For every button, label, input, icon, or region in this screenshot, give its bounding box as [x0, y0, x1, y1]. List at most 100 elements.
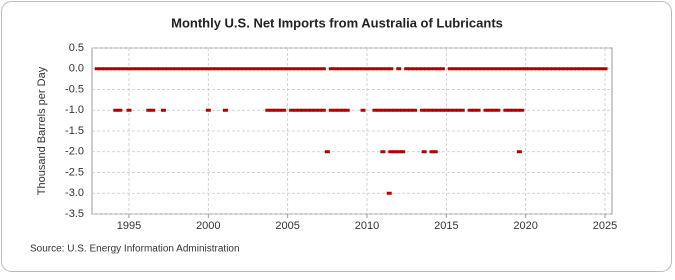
- point: [431, 67, 437, 71]
- point: [554, 67, 560, 71]
- point: [174, 67, 180, 71]
- point: [360, 108, 366, 112]
- point: [213, 67, 219, 71]
- point: [316, 108, 322, 112]
- x-tick-label: 2015: [434, 220, 458, 232]
- point: [297, 108, 303, 112]
- point: [412, 108, 418, 112]
- point: [598, 67, 604, 71]
- point: [344, 108, 350, 112]
- point: [273, 108, 279, 112]
- point: [511, 67, 517, 71]
- point: [332, 108, 338, 112]
- point: [158, 67, 164, 71]
- point: [308, 67, 314, 71]
- point: [122, 67, 128, 71]
- point: [94, 67, 100, 71]
- x-tick-label: 2005: [275, 220, 299, 232]
- point: [566, 67, 572, 71]
- point: [451, 108, 457, 112]
- point: [420, 67, 426, 71]
- point: [388, 150, 394, 154]
- point: [245, 67, 251, 71]
- point: [515, 67, 521, 71]
- point: [352, 67, 358, 71]
- point: [142, 67, 148, 71]
- point: [507, 108, 513, 112]
- point: [535, 67, 541, 71]
- point: [170, 67, 176, 71]
- point: [507, 67, 513, 71]
- point: [301, 108, 307, 112]
- point: [336, 67, 342, 71]
- point: [320, 67, 326, 71]
- point: [328, 67, 334, 71]
- point: [289, 108, 295, 112]
- point: [110, 67, 116, 71]
- point: [546, 67, 552, 71]
- point: [265, 67, 271, 71]
- point: [237, 67, 243, 71]
- point: [348, 67, 354, 71]
- point: [427, 108, 433, 112]
- point: [384, 67, 390, 71]
- point: [160, 108, 166, 112]
- point: [435, 108, 441, 112]
- point: [483, 108, 489, 112]
- point: [487, 67, 493, 71]
- point: [463, 67, 469, 71]
- point: [293, 67, 299, 71]
- y-axis-label: Thousand Barrels per Day: [36, 66, 48, 195]
- point: [503, 108, 509, 112]
- point: [439, 108, 445, 112]
- point: [467, 67, 473, 71]
- point: [261, 67, 267, 71]
- point: [134, 67, 140, 71]
- point: [578, 67, 584, 71]
- point: [388, 67, 394, 71]
- point: [475, 108, 481, 112]
- point: [320, 108, 326, 112]
- point: [527, 67, 533, 71]
- point: [455, 108, 461, 112]
- y-tick-label: -2.0: [65, 146, 84, 158]
- point: [217, 67, 223, 71]
- point: [550, 67, 556, 71]
- y-tick-label: -0.5: [65, 83, 84, 95]
- point: [570, 67, 576, 71]
- point: [420, 108, 426, 112]
- point: [491, 67, 497, 71]
- source: Source: U.S. Energy Information Administ…: [30, 244, 240, 255]
- point: [479, 67, 485, 71]
- point: [257, 67, 263, 71]
- y-tick-label: -1.5: [65, 125, 84, 137]
- point: [523, 67, 529, 71]
- point: [439, 67, 445, 71]
- point: [146, 67, 152, 71]
- point: [558, 67, 564, 71]
- point: [467, 108, 473, 112]
- point: [511, 108, 517, 112]
- point: [475, 67, 481, 71]
- x-tick-label: 2025: [593, 220, 617, 232]
- point: [516, 150, 522, 154]
- y-tick-label: -3.5: [65, 208, 84, 220]
- point: [471, 108, 477, 112]
- point: [209, 67, 215, 71]
- point: [602, 67, 608, 71]
- point: [594, 67, 600, 71]
- point: [281, 108, 287, 112]
- point: [332, 67, 338, 71]
- point: [130, 67, 136, 71]
- point: [519, 108, 525, 112]
- point: [376, 108, 382, 112]
- point: [364, 67, 370, 71]
- point: [404, 67, 410, 71]
- point: [495, 108, 501, 112]
- point: [392, 150, 398, 154]
- point: [312, 108, 318, 112]
- y-tick-label: -1.0: [65, 104, 84, 116]
- point: [447, 67, 453, 71]
- point: [113, 108, 119, 112]
